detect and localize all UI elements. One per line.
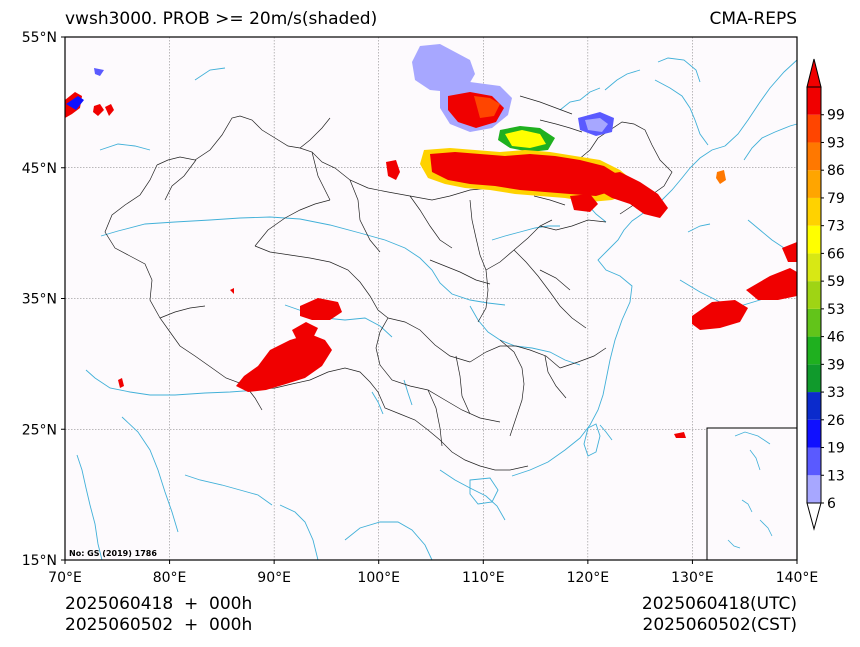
colorbar-label: 93 [827,135,845,151]
lon-tick-label: 100°E [357,570,400,586]
colorbar-segment [807,197,821,226]
colorbar-segment [807,225,821,254]
colorbar-label: 13 [827,468,845,484]
init-time-cst: 2025060502 + 000h [65,615,253,635]
colorbar-segment [807,253,821,282]
probability-shading [65,44,797,438]
colorbar-segment [807,170,821,198]
lat-tick-label: 15°N [22,553,57,569]
colorbar-segment [807,281,821,309]
colorbar-label: 53 [827,302,845,318]
colorbar-segment [807,392,821,420]
colorbar-segment [807,364,821,393]
colorbar-segment [807,114,821,143]
colorbar-label: 86 [827,163,845,179]
lon-tick-label: 120°E [567,570,610,586]
lon-tick-label: 90°E [257,570,291,586]
colorbar-segment [807,87,821,115]
colorbar-segment [807,142,821,171]
colorbar-label: 46 [827,330,845,346]
inset-islands [727,431,773,549]
colorbar-segment [807,419,821,448]
colorbar-label: 39 [827,357,845,373]
coastlines [76,57,798,561]
colorbar-label: 33 [827,385,845,401]
lon-tick-label: 80°E [153,570,187,586]
valid-time-cst: 2025060502(CST) [642,615,797,635]
lat-tick-label: 55°N [22,30,57,46]
lat-tick-label: 45°N [22,161,57,177]
colorbar-label: 99 [827,108,845,124]
colorbar-segment [807,447,821,476]
south-china-sea-inset [706,427,798,561]
colorbar-under-arrow [806,502,822,531]
init-time-utc: 2025060418 + 000h [65,594,253,614]
map-title: vwsh3000. PROB >= 20m/s(shaded) [65,9,378,29]
valid-time-utc: 2025060418(UTC) [641,594,797,614]
lon-tick-label: 70°E [48,570,82,586]
lat-tick-label: 35°N [22,292,57,308]
lon-tick-label: 110°E [462,570,505,586]
map-approval-note: No: GS (2019) 1786 [69,549,157,558]
colorbar-over-arrow [806,58,822,88]
colorbar-label: 79 [827,191,845,207]
colorbar-segment [807,336,821,365]
colorbar-segment [807,308,821,337]
colorbar-label: 66 [827,246,845,262]
colorbar-label: 59 [827,274,845,290]
colorbar-label: 6 [827,496,836,512]
valid-time-block: 2025060418(UTC) 2025060502(CST) [642,594,797,636]
colorbar: 6 13 19 26 33 39 46 53 59 66 73 79 86 93 99 [806,58,845,531]
colorbar-label: 73 [827,219,845,235]
island-outline [469,477,499,505]
island-outline [583,423,601,457]
colorbar-label: 26 [827,413,845,429]
latitude-axis: 55°N 45°N 35°N 25°N 15°N [22,30,65,569]
lon-tick-label: 130°E [671,570,714,586]
colorbar-label: 19 [827,441,845,457]
init-time-block: 2025060418 + 000h 2025060502 + 000h [65,594,252,636]
longitude-axis: 70°E 80°E 90°E 100°E 110°E 120°E 130°E 140°E [48,560,818,586]
lon-tick-label: 140°E [776,570,819,586]
colorbar-frame [806,86,822,504]
lat-tick-label: 25°N [22,422,57,438]
model-name: CMA-REPS [709,9,797,29]
colorbar-segment [807,475,821,503]
